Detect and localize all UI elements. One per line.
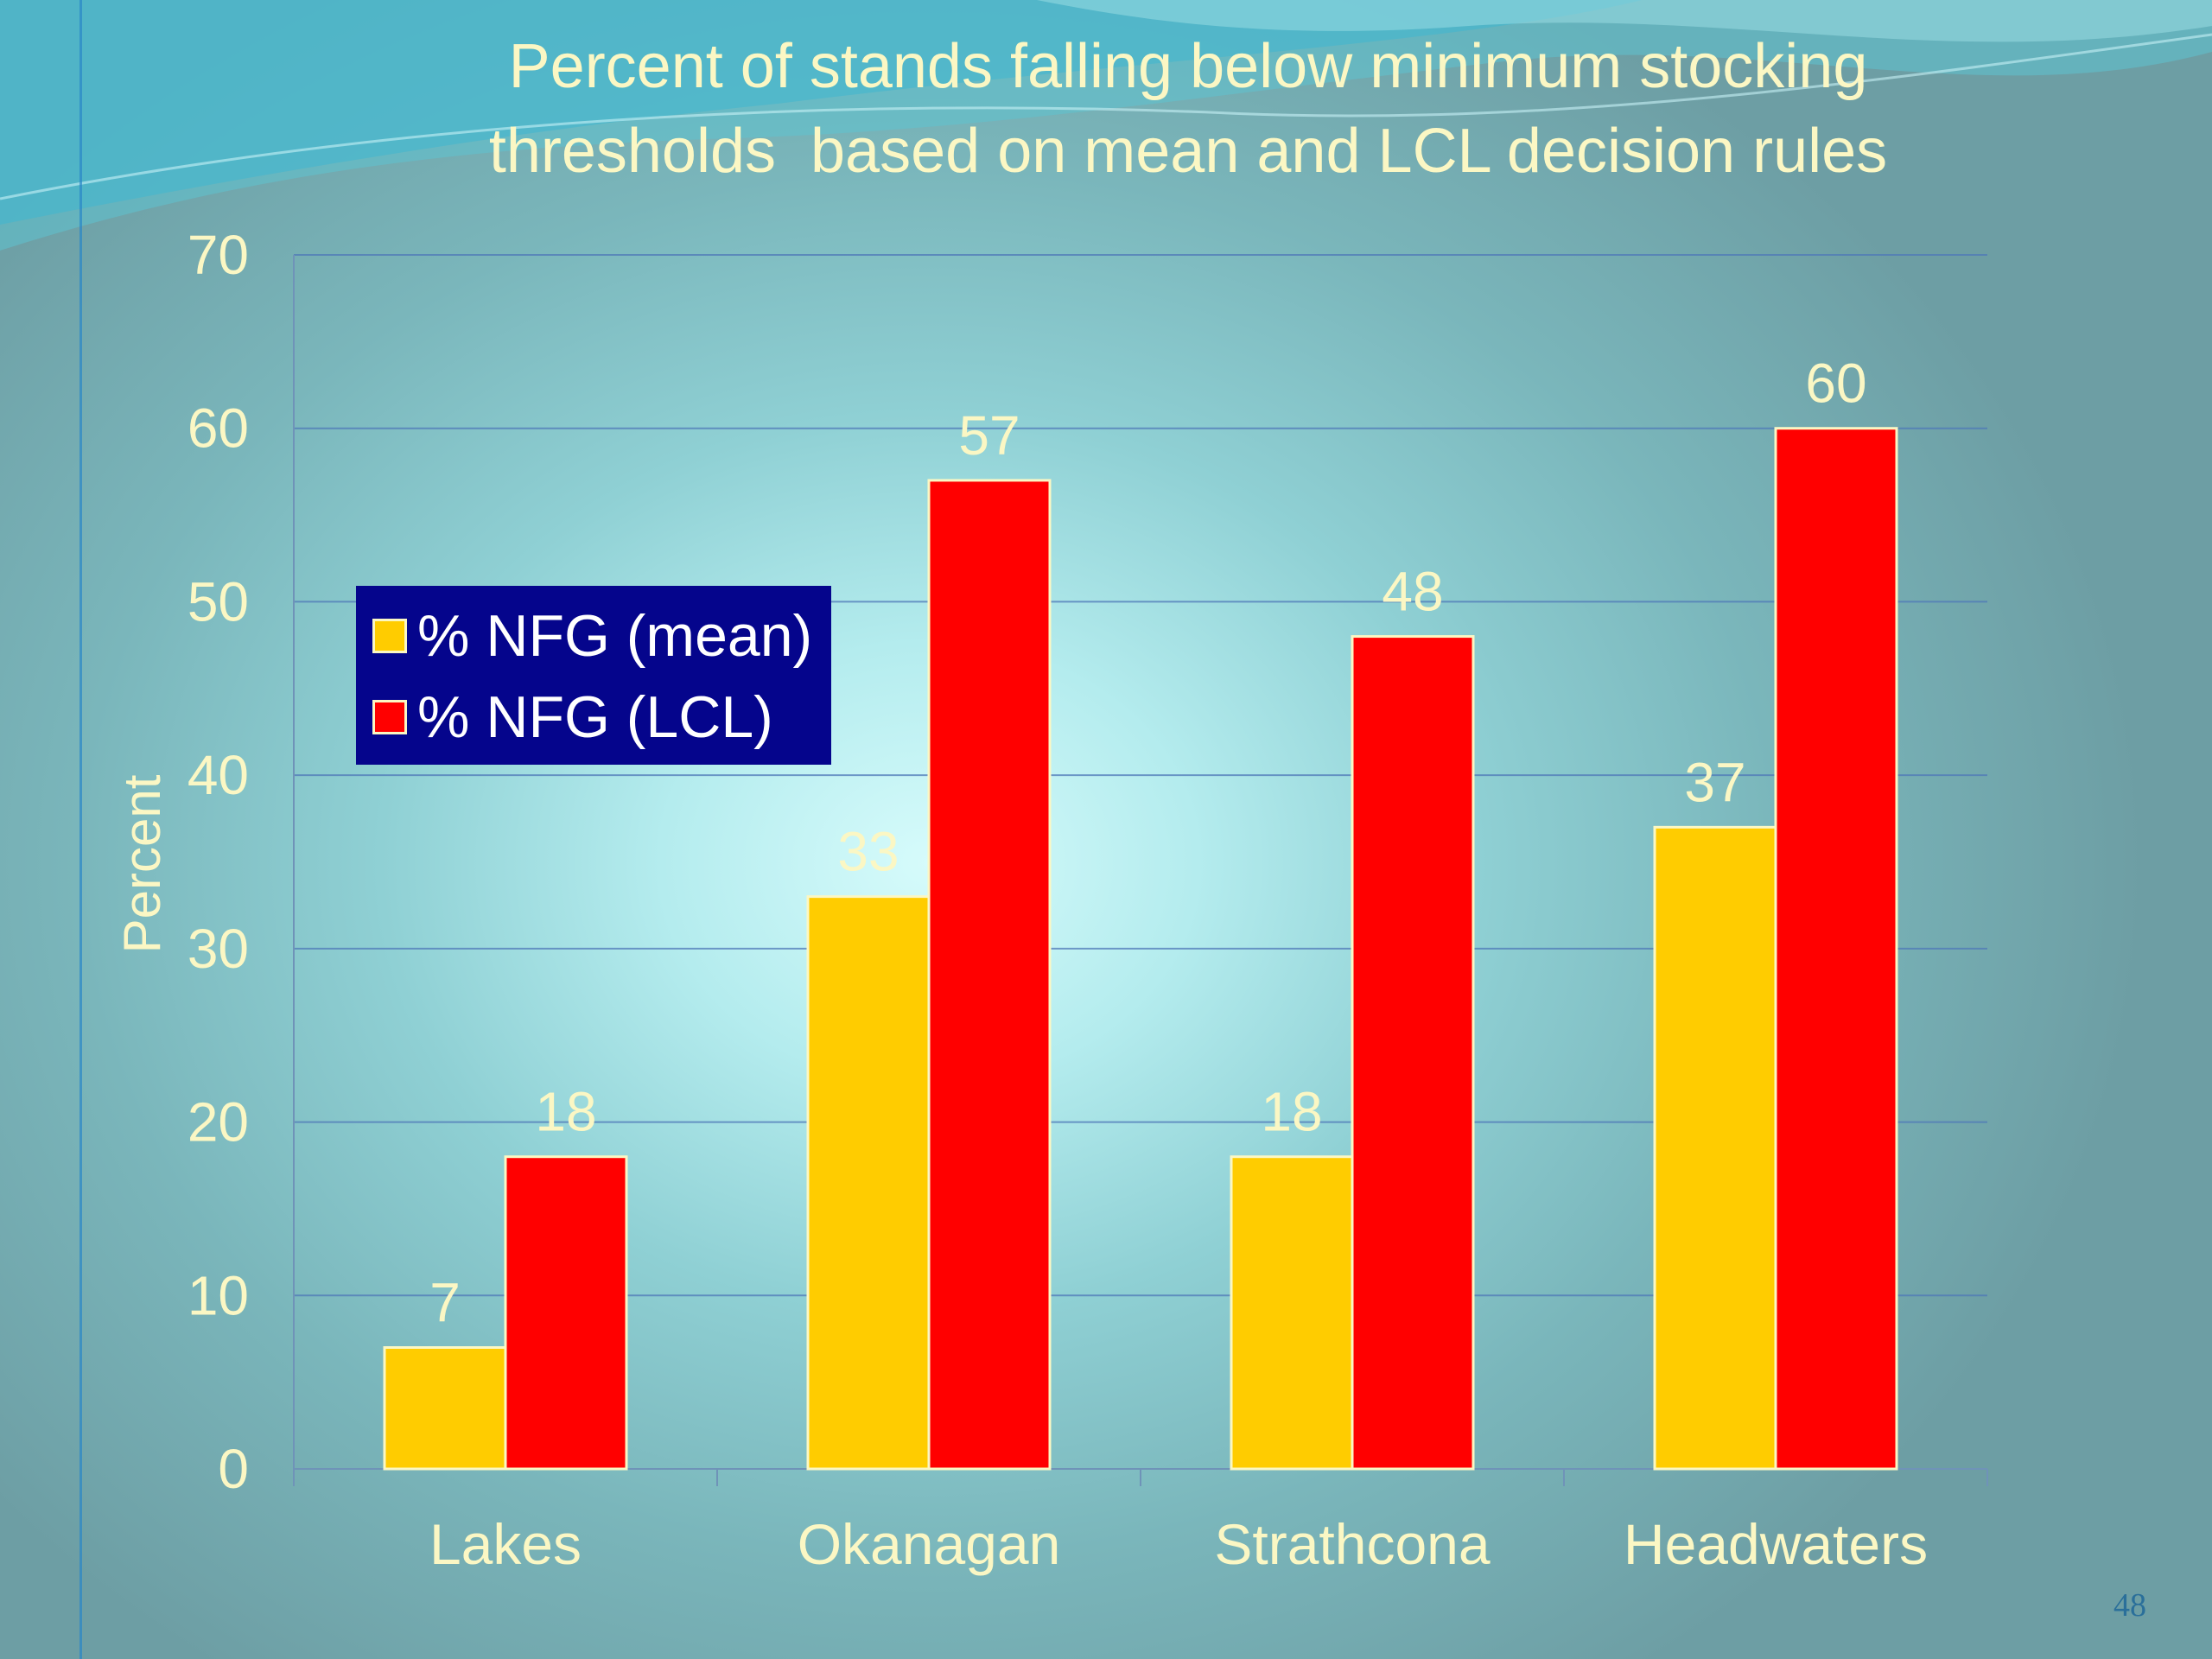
bar-lcl	[504, 1155, 628, 1471]
chart-legend: % NFG (mean) % NFG (LCL)	[356, 586, 831, 765]
page-number: 48	[2113, 1587, 2146, 1624]
bars	[383, 427, 1898, 1471]
y-tick-label: 20	[188, 1091, 249, 1154]
y-tick-label: 60	[188, 397, 249, 460]
data-label: 48	[1382, 561, 1443, 623]
legend-swatch-lcl	[372, 700, 407, 734]
y-tick-label: 50	[188, 570, 249, 632]
bar-mean	[383, 1346, 507, 1471]
chart-title-line-2: thresholds based on mean and LCL decisio…	[488, 117, 1888, 186]
axes: 0 10 20 30 40 50 60 70 Lakes Okanagan Strathcona He…	[188, 224, 1988, 1576]
y-tick-label: 10	[188, 1264, 249, 1326]
legend-item-mean: % NFG (mean)	[356, 591, 831, 681]
chart-title-line-1: Percent of stands falling below minimum …	[508, 32, 1868, 101]
legend-swatch-mean	[372, 619, 407, 653]
x-category-label: Strathcona	[1214, 1512, 1490, 1576]
data-label: 57	[958, 404, 1020, 467]
y-axis-label: Percent	[113, 774, 171, 953]
data-label: 37	[1684, 751, 1745, 813]
bar-mean	[1653, 825, 1777, 1471]
y-tick-label: 40	[188, 744, 249, 806]
bar-lcl	[927, 479, 1052, 1471]
data-label: 18	[1261, 1081, 1322, 1143]
data-label: 7	[429, 1272, 461, 1334]
x-category-label: Headwaters	[1624, 1512, 1928, 1576]
slide-left-rule	[79, 0, 82, 1659]
legend-label-mean: % NFG (mean)	[417, 603, 813, 669]
chart-title: Percent of stands falling below minimum …	[372, 24, 2005, 194]
y-tick-label: 70	[188, 224, 249, 286]
bar-mean	[1230, 1155, 1354, 1471]
data-label: 18	[535, 1081, 596, 1143]
bar-mean	[806, 895, 931, 1471]
bar-lcl	[1774, 427, 1898, 1471]
data-labels: 7 18 33 57 18 48 37 60	[429, 353, 1866, 1334]
legend-item-lcl: % NFG (LCL)	[356, 672, 831, 762]
bar-lcl	[1351, 635, 1475, 1471]
x-category-label: Okanagan	[798, 1512, 1061, 1576]
data-label: 33	[837, 821, 899, 883]
legend-label-lcl: % NFG (LCL)	[417, 684, 773, 750]
slide-wave-decoration	[0, 0, 2212, 251]
y-tick-label: 0	[218, 1438, 249, 1500]
data-label: 60	[1805, 353, 1866, 415]
y-tick-label: 30	[188, 918, 249, 980]
x-category-label: Lakes	[429, 1512, 582, 1576]
